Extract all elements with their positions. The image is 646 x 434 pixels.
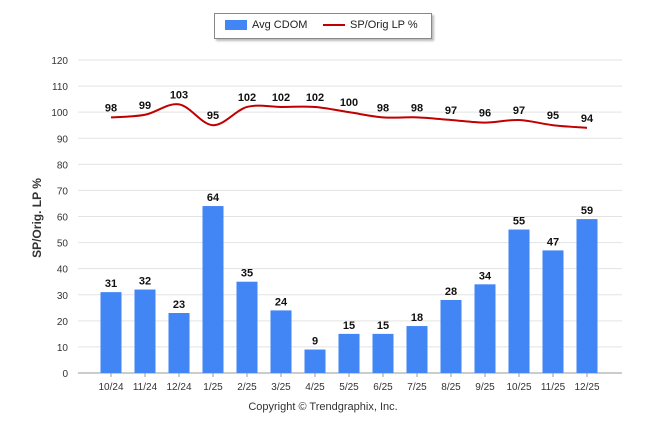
bar-value-label: 31 (105, 278, 117, 290)
y-tick-label: 120 (51, 56, 68, 67)
bar-3/25 (270, 310, 292, 373)
x-tick-label: 1/25 (203, 382, 223, 393)
x-tick-label: 10/24 (98, 382, 123, 393)
x-tick-label: 5/25 (339, 382, 359, 393)
line-data-labels: 98 99 103 95 102 102 102 100 98 98 97 96 97 95 94 (105, 89, 594, 124)
bar-value-label: 24 (275, 296, 288, 308)
y-tick-label: 30 (57, 291, 69, 302)
bar-data-labels: 31 32 23 64 35 24 9 15 15 18 28 34 55 47 59 (105, 192, 593, 347)
bar-value-label: 15 (343, 320, 355, 332)
legend-label-avg-cdom: Avg CDOM (252, 19, 308, 31)
line-value-label: 100 (340, 97, 358, 109)
x-tick-label: 12/24 (166, 382, 191, 393)
y-tick-label: 40 (57, 265, 69, 276)
x-axis-ticks: 10/24 11/24 12/24 1/25 2/25 3/25 4/25 5/25 6/25 7… (98, 373, 600, 393)
x-tick-label: 7/25 (407, 382, 427, 393)
line-value-label: 97 (445, 105, 457, 117)
bar-12/25 (576, 219, 598, 373)
bar-value-label: 59 (581, 205, 593, 217)
x-tick-label: 12/25 (574, 382, 599, 393)
x-tick-label: 4/25 (305, 382, 325, 393)
x-tick-label: 2/25 (237, 382, 257, 393)
line-value-label: 97 (513, 105, 525, 117)
line-value-label: 95 (207, 110, 219, 122)
legend-swatch-bar (225, 20, 247, 30)
bar-8/25 (440, 299, 462, 373)
bar-7/25 (406, 326, 428, 373)
y-tick-label: 90 (57, 134, 69, 145)
y-tick-label: 70 (57, 186, 69, 197)
bar-value-label: 23 (173, 299, 185, 311)
line-value-label: 98 (377, 102, 389, 114)
bar-value-label: 47 (547, 236, 559, 248)
bar-6/25 (372, 333, 394, 373)
x-tick-label: 6/25 (373, 382, 393, 393)
bar-series (100, 206, 598, 373)
x-tick-label: 8/25 (441, 382, 461, 393)
y-tick-label: 20 (57, 317, 69, 328)
x-tick-label: 9/25 (475, 382, 495, 393)
bar-10/24 (100, 292, 122, 373)
line-value-label: 96 (479, 108, 491, 120)
bar-4/25 (304, 349, 326, 373)
bar-value-label: 28 (445, 286, 457, 298)
line-value-label: 94 (581, 113, 594, 125)
y-tick-label: 80 (57, 160, 69, 171)
legend-label-sp-orig-lp: SP/Orig LP % (350, 19, 418, 31)
legend: Avg CDOM SP/Orig LP % (214, 13, 432, 39)
bar-9/25 (474, 284, 496, 373)
y-axis-label: SP/Orig. LP % (30, 178, 44, 258)
line-value-label: 103 (170, 89, 188, 101)
y-tick-label: 10 (57, 343, 69, 354)
bar-value-label: 64 (207, 192, 220, 204)
bar-5/25 (338, 333, 360, 373)
copyright-footer: Copyright © Trendgraphix, Inc. (248, 401, 398, 413)
bar-11/24 (134, 289, 156, 373)
bar-value-label: 18 (411, 312, 423, 324)
bar-10/25 (508, 229, 530, 373)
line-value-label: 102 (306, 92, 324, 104)
line-value-label: 98 (411, 102, 423, 114)
bar-value-label: 32 (139, 276, 151, 288)
legend-swatch-line (323, 24, 345, 26)
legend-item-sp-orig-lp[interactable]: SP/Orig LP % (323, 19, 418, 31)
bar-value-label: 55 (513, 216, 525, 228)
x-tick-label: 10/25 (506, 382, 531, 393)
bar-2/25 (236, 281, 258, 373)
bar-value-label: 34 (479, 270, 492, 282)
line-value-label: 102 (238, 92, 256, 104)
y-tick-label: 60 (57, 213, 69, 224)
bar-12/24 (168, 313, 190, 373)
bar-value-label: 35 (241, 268, 253, 280)
y-tick-label: 0 (62, 369, 68, 380)
legend-item-avg-cdom[interactable]: Avg CDOM (225, 19, 307, 31)
y-tick-label: 100 (51, 108, 68, 119)
bar-11/25 (542, 250, 564, 373)
line-value-label: 99 (139, 100, 151, 112)
x-tick-label: 11/25 (541, 382, 566, 393)
x-tick-label: 11/24 (133, 382, 158, 393)
y-tick-label: 110 (52, 82, 68, 93)
bar-value-label: 9 (312, 336, 318, 348)
line-value-label: 98 (105, 102, 117, 114)
x-tick-label: 3/25 (271, 382, 291, 393)
y-tick-label: 50 (57, 239, 69, 250)
line-series-sp-orig-lp (110, 103, 588, 129)
y-axis-ticks: 0 10 20 30 40 50 60 70 80 90 100 110 120 (51, 56, 68, 380)
line-value-label: 95 (547, 110, 559, 122)
line-value-label: 102 (272, 92, 290, 104)
bar-value-label: 15 (377, 320, 389, 332)
bar-1/25 (202, 206, 224, 373)
